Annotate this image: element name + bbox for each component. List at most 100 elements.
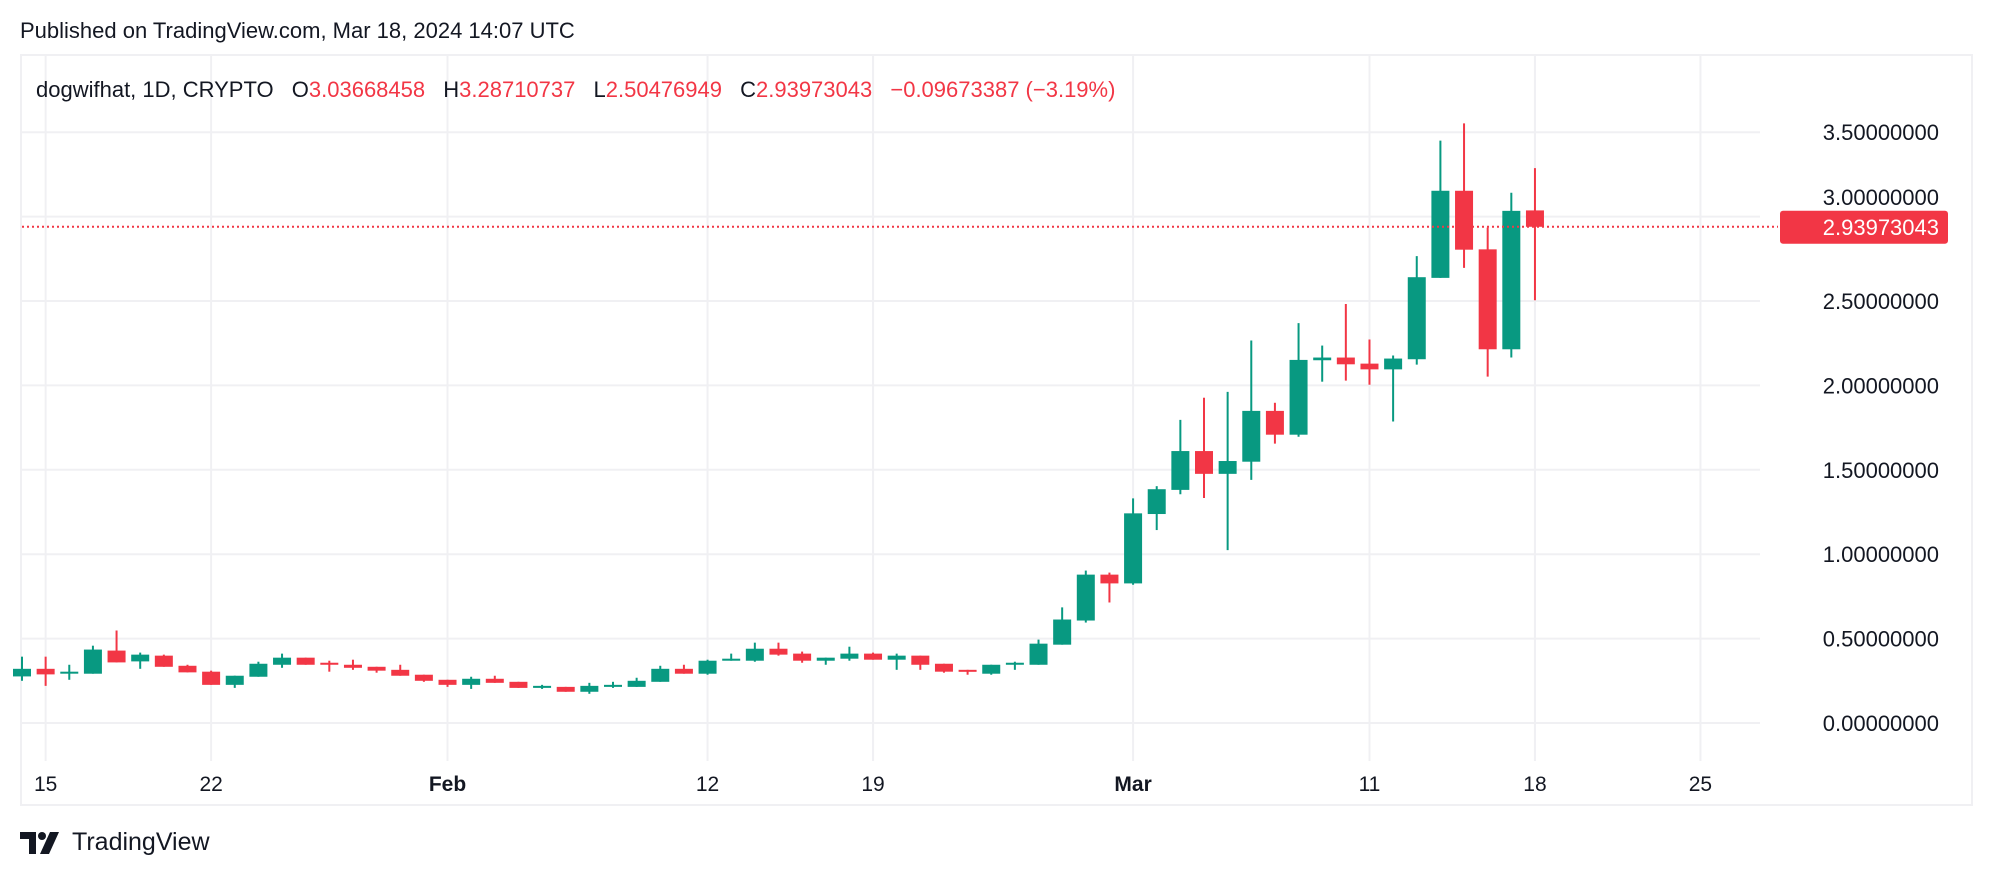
time-axis[interactable]: 15 22 Feb 12 19 Mar 11 18 25 — [34, 773, 1712, 796]
candle-up — [1242, 340, 1261, 480]
close-label: C — [740, 77, 756, 102]
symbol-info: dogwifhat, 1D, CRYPTO — [36, 77, 274, 102]
candle-down — [911, 655, 930, 670]
candle-up — [273, 653, 292, 668]
candle-body — [1336, 357, 1355, 365]
candle-down — [509, 681, 528, 688]
candle-down — [1336, 304, 1355, 381]
candle-body — [1147, 489, 1166, 515]
candle-body — [509, 681, 528, 688]
candle-body — [249, 663, 268, 677]
candle-down — [178, 664, 197, 673]
candle-body — [273, 657, 292, 665]
candle-up — [1029, 639, 1048, 665]
candle-body — [958, 669, 977, 672]
candle-body — [864, 653, 883, 660]
price-tick-label: 2.50000000 — [1823, 289, 1939, 314]
time-tick-label: 15 — [34, 773, 57, 796]
candle-body — [1525, 210, 1544, 227]
candle-down — [36, 656, 55, 686]
candle-down — [1100, 572, 1119, 603]
candle-body — [1218, 461, 1237, 474]
time-tick-label: 19 — [861, 773, 884, 796]
candles — [13, 123, 1544, 694]
candle-down — [438, 679, 457, 687]
candle-body — [745, 648, 764, 661]
price-axis[interactable]: 0.00000000 0.50000000 1.00000000 1.50000000… — [1823, 120, 1939, 736]
candle-body — [982, 664, 1001, 674]
price-tick-label: 1.50000000 — [1823, 458, 1939, 483]
candle-up — [627, 677, 646, 687]
low-label: L — [593, 77, 606, 102]
candle-down — [391, 664, 410, 676]
candle-up — [722, 653, 741, 661]
candle-up — [1384, 355, 1403, 422]
candle-body — [83, 649, 102, 674]
open-label: O — [291, 77, 309, 102]
tradingview-logo[interactable]: TradingView — [20, 828, 210, 857]
candle-body — [1100, 574, 1119, 584]
candle-body — [533, 685, 552, 688]
candle-body — [1455, 190, 1474, 250]
candle-body — [202, 671, 221, 685]
last-price-tag — [1780, 210, 1948, 244]
chart-frame — [20, 54, 1973, 806]
candle-body — [1242, 410, 1261, 462]
time-tick-label: 11 — [1359, 773, 1381, 796]
candle-body — [225, 675, 244, 685]
candle-down — [296, 657, 315, 665]
price-tick-label: 0.00000000 — [1823, 711, 1939, 736]
candle-up — [651, 665, 670, 682]
candle-up — [982, 664, 1001, 675]
candle-down — [367, 666, 386, 673]
change-value: −0.09673387 (−3.19%) — [890, 77, 1116, 102]
high-value: 3.28710737 — [459, 77, 576, 102]
close-value: 2.93973043 — [756, 77, 873, 102]
price-tick-label: 3.00000000 — [1823, 185, 1939, 210]
candle-body — [840, 653, 859, 659]
candle-down — [1525, 168, 1544, 301]
tradingview-logo-icon — [20, 831, 59, 854]
candle-body — [911, 655, 930, 665]
candle-body — [1289, 359, 1308, 435]
candle-body — [1171, 451, 1190, 490]
candle-down — [320, 660, 339, 672]
candle-body — [414, 674, 433, 681]
high-label: H — [443, 77, 460, 102]
candle-up — [249, 661, 268, 677]
candle-up — [1147, 486, 1166, 531]
ohlc-legend: dogwifhat, 1D, CRYPTO O3.03668458 H3.287… — [36, 77, 1115, 103]
candle-down — [1265, 402, 1284, 444]
candle-body — [1478, 249, 1497, 350]
candle-body — [627, 680, 646, 687]
candle-down — [1195, 397, 1213, 498]
candle-up — [1171, 419, 1190, 495]
candle-body — [793, 653, 812, 661]
candle-down — [934, 663, 953, 673]
candle-up — [533, 684, 552, 689]
candle-down — [414, 674, 433, 682]
candle-up — [1502, 192, 1521, 358]
candle-body — [1431, 190, 1450, 278]
candle-body — [154, 655, 173, 667]
candle-up — [1005, 661, 1024, 670]
candle-up — [580, 682, 599, 694]
candle-up — [1218, 391, 1237, 551]
candle-body — [36, 668, 55, 675]
candle-body — [462, 678, 481, 685]
candle-down — [1360, 339, 1379, 385]
candle-body — [1502, 210, 1521, 350]
candle-body — [556, 686, 575, 692]
candle-body — [1407, 277, 1426, 360]
candle-down — [1455, 123, 1474, 268]
candle-body — [1029, 643, 1048, 665]
candle-body — [698, 660, 717, 674]
candle-down — [674, 664, 693, 674]
candle-body — [1265, 410, 1284, 435]
candle-up — [1289, 323, 1308, 437]
time-tick-label: Mar — [1114, 773, 1151, 796]
candle-body — [296, 657, 315, 665]
candle-body — [367, 666, 386, 671]
time-tick-label: 12 — [696, 773, 719, 796]
